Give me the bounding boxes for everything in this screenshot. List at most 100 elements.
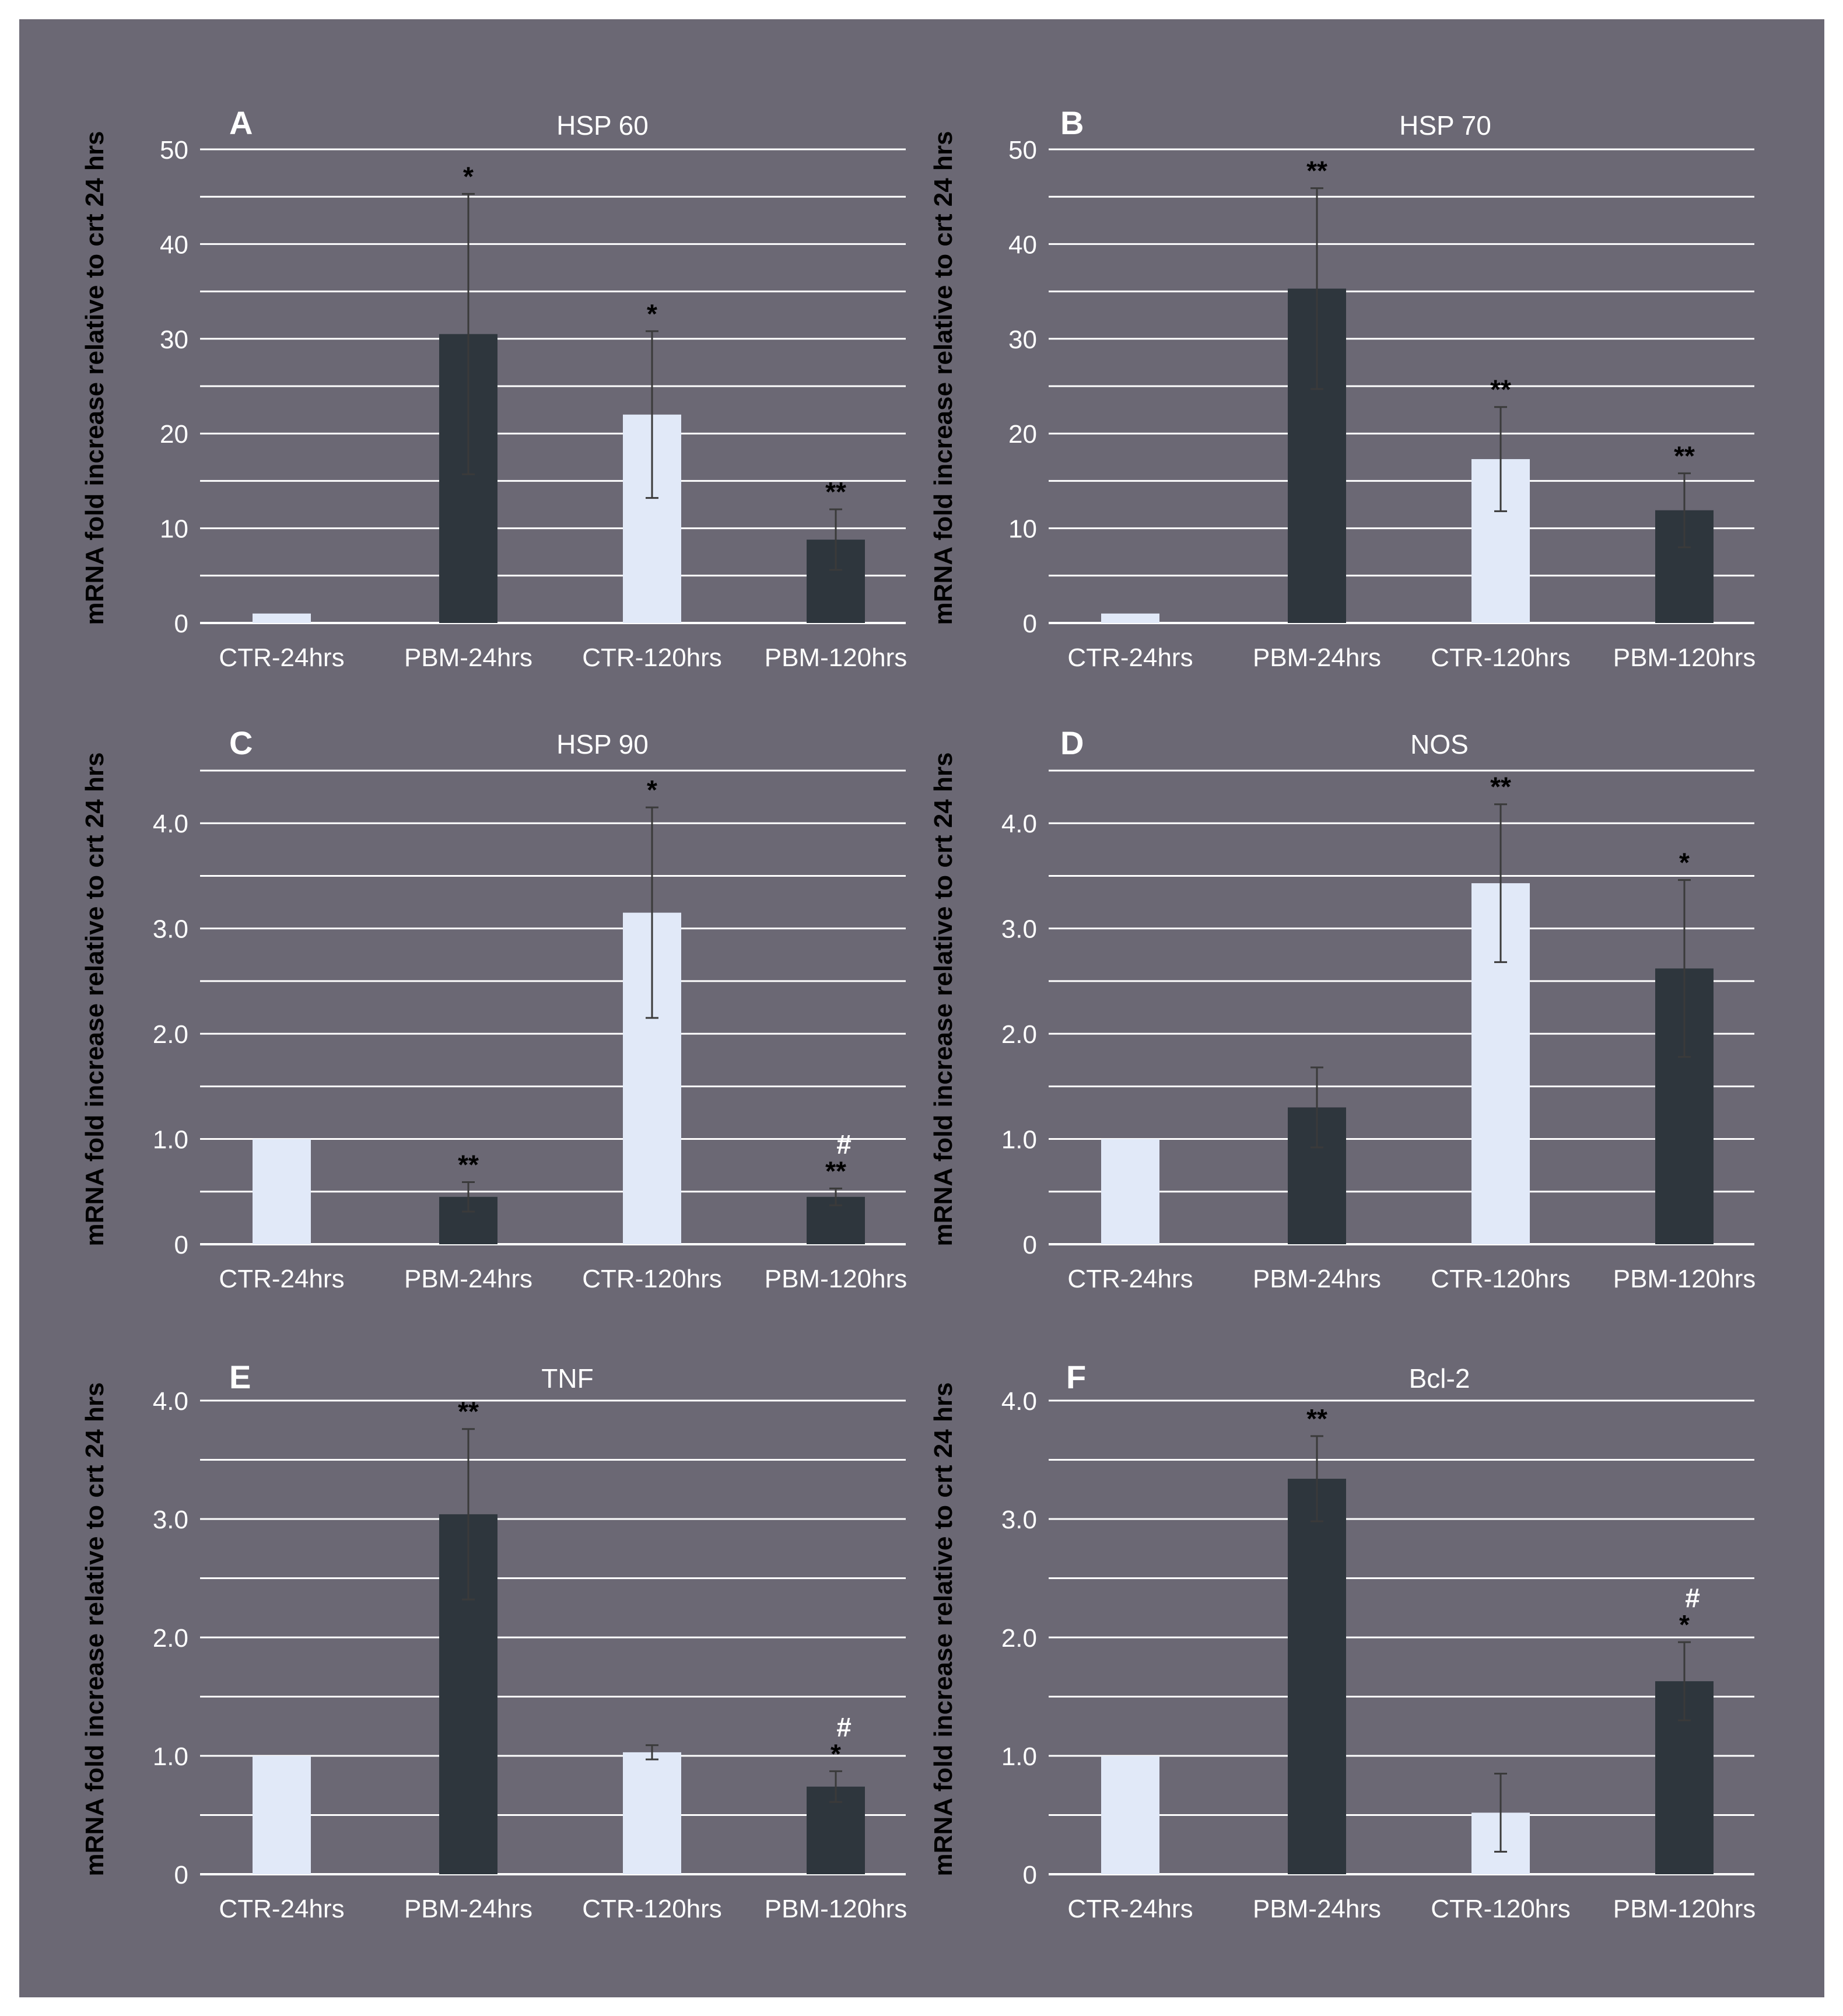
y-tick-label: 1.0 bbox=[1001, 1742, 1037, 1771]
x-tick-label: CTR-24hrs bbox=[219, 643, 344, 672]
y-tick-label: 10 bbox=[1008, 515, 1037, 544]
y-tick-label: 2.0 bbox=[153, 1020, 188, 1049]
y-tick-label: 0 bbox=[174, 1231, 188, 1259]
chart-panel-b: mRNA fold increase relative to crt 24 hr… bbox=[920, 80, 1766, 699]
significance-marker-hash: # bbox=[836, 1712, 852, 1742]
x-tick-label: CTR-120hrs bbox=[1431, 1265, 1571, 1293]
y-axis-title-c: mRNA fold increase relative to crt 24 hr… bbox=[78, 708, 113, 1291]
panel-letter-a: A bbox=[229, 104, 253, 141]
chart-svg-c: 0 1.0 2.0 3.0 4.0 CTR-24hrs ** PBM-24hrs * CTR-12… bbox=[153, 769, 908, 1293]
panel-letter-b: B bbox=[1060, 104, 1084, 141]
chart-svg-f: 0 1.0 2.0 3.0 4.0 CTR-24hrs ** PBM-24hrs CTR-120… bbox=[1001, 1387, 1756, 1923]
bar-ctr-24hrs bbox=[1101, 1756, 1159, 1874]
y-tick-label: 30 bbox=[1008, 326, 1037, 354]
significance-marker-hash: # bbox=[836, 1129, 852, 1159]
y-tick-label: 0 bbox=[174, 610, 188, 638]
y-tick-label: 3.0 bbox=[1001, 915, 1037, 944]
bar-ctr-120hrs bbox=[623, 1752, 681, 1874]
y-tick-label: 0 bbox=[1023, 1231, 1037, 1259]
y-axis-title-f: mRNA fold increase relative to crt 24 hr… bbox=[926, 1338, 961, 1921]
x-tick-label: CTR-120hrs bbox=[1431, 1895, 1571, 1923]
significance-marker: ** bbox=[1306, 1404, 1327, 1434]
y-tick-label: 20 bbox=[160, 420, 188, 449]
significance-marker: ** bbox=[458, 1396, 479, 1427]
significance-marker-hash: # bbox=[1685, 1583, 1700, 1613]
bar-pbm-24hrs bbox=[1288, 1478, 1346, 1874]
x-tick-label: CTR-24hrs bbox=[1067, 643, 1193, 672]
chart-svg-b: 0 10 20 30 40 50 CTR-24hrs ** PBM-24hrs ** CTR-120… bbox=[1008, 136, 1756, 672]
bar-ctr-24hrs bbox=[253, 1139, 311, 1244]
y-tick-label: 40 bbox=[160, 230, 188, 259]
x-tick-label: PBM-24hrs bbox=[1253, 1895, 1381, 1923]
x-tick-label: PBM-120hrs bbox=[765, 1895, 908, 1923]
y-tick-label: 2.0 bbox=[1001, 1624, 1037, 1653]
y-axis-title-text: mRNA fold increase relative to crt 24 hr… bbox=[929, 752, 958, 1247]
x-tick-label: PBM-24hrs bbox=[404, 643, 532, 672]
chart-svg-e: 0 1.0 2.0 3.0 4.0 CTR-24hrs ** PBM-24hrs CTR-120… bbox=[153, 1387, 908, 1923]
y-tick-label: 40 bbox=[1008, 230, 1037, 259]
y-tick-label: 50 bbox=[160, 136, 188, 164]
significance-marker: * bbox=[1679, 1609, 1690, 1640]
chart-panel-f: mRNA fold increase relative to crt 24 hr… bbox=[920, 1332, 1766, 1950]
significance-marker: ** bbox=[1306, 156, 1327, 186]
significance-marker: ** bbox=[825, 477, 846, 507]
y-tick-label: 1.0 bbox=[1001, 1126, 1037, 1154]
y-tick-label: 10 bbox=[160, 515, 188, 544]
chart-title-e: TNF bbox=[541, 1363, 594, 1394]
y-tick-label: 30 bbox=[160, 326, 188, 354]
x-tick-label: PBM-24hrs bbox=[1253, 1265, 1381, 1293]
y-tick-label: 0 bbox=[1023, 610, 1037, 638]
chart-title-c: HSP 90 bbox=[556, 729, 649, 760]
y-tick-label: 4.0 bbox=[153, 810, 188, 838]
x-tick-label: PBM-24hrs bbox=[404, 1265, 532, 1293]
x-tick-label: PBM-120hrs bbox=[765, 643, 908, 672]
panel-letter-e: E bbox=[229, 1359, 251, 1395]
significance-marker: * bbox=[831, 1738, 841, 1769]
x-tick-label: PBM-120hrs bbox=[1613, 1895, 1756, 1923]
x-tick-label: PBM-120hrs bbox=[1613, 643, 1756, 672]
bar-ctr-24hrs bbox=[253, 1756, 311, 1874]
significance-marker: * bbox=[463, 161, 474, 191]
x-tick-label: PBM-24hrs bbox=[1253, 643, 1381, 672]
x-tick-label: CTR-24hrs bbox=[1067, 1895, 1193, 1923]
y-axis-title-e: mRNA fold increase relative to crt 24 hr… bbox=[78, 1338, 113, 1921]
panel-letter-d: D bbox=[1060, 724, 1084, 761]
chart-title-b: HSP 70 bbox=[1399, 110, 1491, 141]
y-axis-title-text: mRNA fold increase relative to crt 24 hr… bbox=[80, 131, 109, 625]
chart-title-f: Bcl-2 bbox=[1408, 1363, 1470, 1394]
x-tick-label: CTR-120hrs bbox=[1431, 643, 1571, 672]
y-tick-label: 1.0 bbox=[153, 1742, 188, 1771]
y-tick-label: 3.0 bbox=[1001, 1506, 1037, 1534]
significance-marker: * bbox=[647, 775, 657, 805]
significance-marker: ** bbox=[1490, 374, 1511, 405]
chart-title-d: NOS bbox=[1410, 729, 1469, 760]
y-tick-label: 50 bbox=[1008, 136, 1037, 164]
y-axis-title-b: mRNA fold increase relative to crt 24 hr… bbox=[926, 86, 961, 670]
bar-ctr-24hrs bbox=[1101, 613, 1159, 623]
significance-marker: ** bbox=[1490, 772, 1511, 802]
y-tick-label: 1.0 bbox=[153, 1126, 188, 1154]
bar-ctr-24hrs bbox=[253, 613, 311, 623]
y-tick-label: 3.0 bbox=[153, 1506, 188, 1534]
chart-panel-c: mRNA fold increase relative to crt 24 hr… bbox=[72, 702, 917, 1320]
y-axis-title-text: mRNA fold increase relative to crt 24 hr… bbox=[80, 752, 109, 1247]
panel-letter-c: C bbox=[229, 724, 253, 761]
bar-ctr-24hrs bbox=[1101, 1139, 1159, 1244]
x-tick-label: CTR-120hrs bbox=[582, 643, 722, 672]
y-axis-title-text: mRNA fold increase relative to crt 24 hr… bbox=[80, 1382, 109, 1877]
significance-marker: * bbox=[647, 299, 657, 329]
x-tick-label: PBM-120hrs bbox=[765, 1265, 908, 1293]
chart-panel-d: mRNA fold increase relative to crt 24 hr… bbox=[920, 702, 1766, 1320]
significance-marker: ** bbox=[1674, 440, 1695, 471]
y-axis-title-text: mRNA fold increase relative to crt 24 hr… bbox=[929, 1382, 958, 1877]
panel-letter-f: F bbox=[1066, 1359, 1087, 1395]
y-tick-label: 0 bbox=[1023, 1861, 1037, 1889]
significance-marker: ** bbox=[458, 1150, 479, 1180]
y-tick-label: 20 bbox=[1008, 420, 1037, 449]
y-tick-label: 2.0 bbox=[153, 1624, 188, 1653]
y-tick-label: 4.0 bbox=[1001, 810, 1037, 838]
y-tick-label: 0 bbox=[174, 1861, 188, 1889]
x-tick-label: CTR-24hrs bbox=[1067, 1265, 1193, 1293]
x-tick-label: CTR-24hrs bbox=[219, 1895, 344, 1923]
chart-panel-a: mRNA fold increase relative to crt 24 hr… bbox=[72, 80, 917, 699]
